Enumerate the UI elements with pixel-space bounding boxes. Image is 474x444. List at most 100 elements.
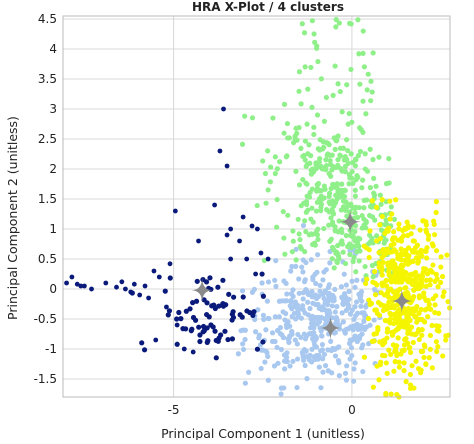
cluster-4-point (413, 314, 419, 321)
cluster-3-point (347, 251, 353, 258)
cluster-2-point (294, 305, 301, 312)
cluster-3-point (338, 166, 344, 172)
cluster-2-point (325, 368, 331, 374)
cluster-2-point (300, 296, 306, 302)
cluster-3-point (335, 81, 341, 87)
cluster-4-point (378, 290, 384, 296)
cluster-2-point (294, 341, 300, 347)
cluster-1-point (165, 312, 171, 318)
cluster-1-point (200, 277, 206, 283)
cluster-2-point (317, 282, 323, 289)
cluster-3-point (314, 181, 320, 188)
cluster-3-point (300, 153, 306, 159)
cluster-4-point (398, 246, 404, 252)
x-axis-label: Principal Component 1 (unitless) (161, 426, 365, 440)
cluster-3-point (333, 164, 339, 171)
cluster-4-point (394, 391, 400, 398)
cluster-2-point (296, 276, 302, 282)
cluster-4-point (417, 370, 424, 376)
cluster-2-point (341, 328, 347, 334)
cluster-2-point (312, 271, 318, 277)
cluster-3-point (332, 146, 338, 152)
cluster-3-point (311, 124, 317, 130)
cluster-3-point (329, 152, 335, 158)
cluster-4-point (411, 287, 417, 293)
cluster-3-point (345, 147, 351, 154)
cluster-4-point (373, 238, 380, 244)
cluster-2-point (336, 322, 343, 328)
data-points (64, 16, 453, 400)
cluster-4-point (411, 293, 417, 300)
cluster-2-point (255, 307, 261, 313)
cluster-2-point (345, 305, 351, 311)
cluster-4-point (423, 248, 429, 255)
cluster-3-point (354, 175, 360, 181)
cluster-3-point (383, 237, 389, 243)
cluster-3-point (370, 156, 376, 163)
cluster-4-point (433, 199, 439, 205)
cluster-3-point (302, 157, 308, 163)
cluster-2-point (338, 284, 345, 290)
cluster-4-point (395, 326, 401, 332)
cluster-3-point (303, 209, 309, 215)
cluster-2-point (279, 298, 285, 304)
cluster-3-point (327, 158, 333, 164)
cluster-2-point (320, 277, 326, 283)
cluster-1-point (212, 202, 217, 208)
cluster-4-point (414, 242, 421, 248)
cluster-2-point (334, 318, 340, 324)
cluster-2-point (289, 331, 295, 337)
cluster-4-point (410, 224, 416, 230)
cluster-3-point (313, 160, 319, 166)
cluster-3-point (290, 238, 296, 244)
cluster-2-point (309, 320, 315, 326)
cluster-4-point (398, 279, 405, 285)
cluster-4-point (372, 292, 379, 298)
cluster-4-point (392, 316, 398, 322)
cluster-1-point (187, 306, 193, 312)
cluster-4-point (388, 286, 394, 292)
x-tick-label: 0 (348, 403, 356, 417)
cluster-4-point (428, 306, 434, 312)
cluster-3-point (344, 137, 350, 143)
cluster-3-point (285, 212, 291, 218)
cluster-3-point (328, 215, 334, 221)
cluster-3-point (314, 45, 320, 51)
cluster-4-point (401, 324, 407, 330)
cluster-3-point (261, 257, 267, 264)
cluster-4-point (429, 241, 435, 247)
cluster-3-point (367, 146, 373, 152)
cluster-3-point (314, 232, 321, 238)
cluster-3-point (309, 104, 315, 110)
cluster-1-point (174, 322, 180, 328)
centroid-1-marker (191, 277, 214, 304)
cluster-4-point (386, 347, 392, 353)
cluster-1-point (258, 250, 264, 256)
cluster-4-point (390, 311, 396, 318)
cluster-3-point (361, 205, 367, 211)
cluster-2-point (302, 362, 308, 369)
y-axis-label: Principal Component 2 (unitless) (5, 116, 20, 320)
cluster-4-point (432, 309, 438, 316)
cluster-3-point (341, 187, 348, 193)
cluster-3-point (363, 225, 369, 231)
cluster-1-point (237, 238, 242, 244)
cluster-2-point (310, 276, 316, 283)
cluster-2-point (277, 325, 284, 331)
cluster-2-point (281, 352, 288, 358)
cluster-1-point (196, 324, 202, 330)
cluster-4-point (390, 297, 396, 304)
cluster-2-point (352, 360, 358, 366)
cluster-2-point (300, 354, 306, 360)
cluster-3-point (371, 175, 377, 181)
cluster-2-point (281, 385, 287, 391)
cluster-3-point (274, 196, 280, 203)
cluster-1-point (217, 148, 223, 154)
cluster-3-point (362, 151, 368, 157)
cluster-3-point (383, 217, 389, 223)
cluster-1-point (194, 278, 200, 284)
cluster-4-point (397, 286, 403, 292)
cluster-2-point (240, 346, 247, 353)
cluster-3-point (347, 233, 354, 239)
cluster-2-point (294, 356, 301, 362)
